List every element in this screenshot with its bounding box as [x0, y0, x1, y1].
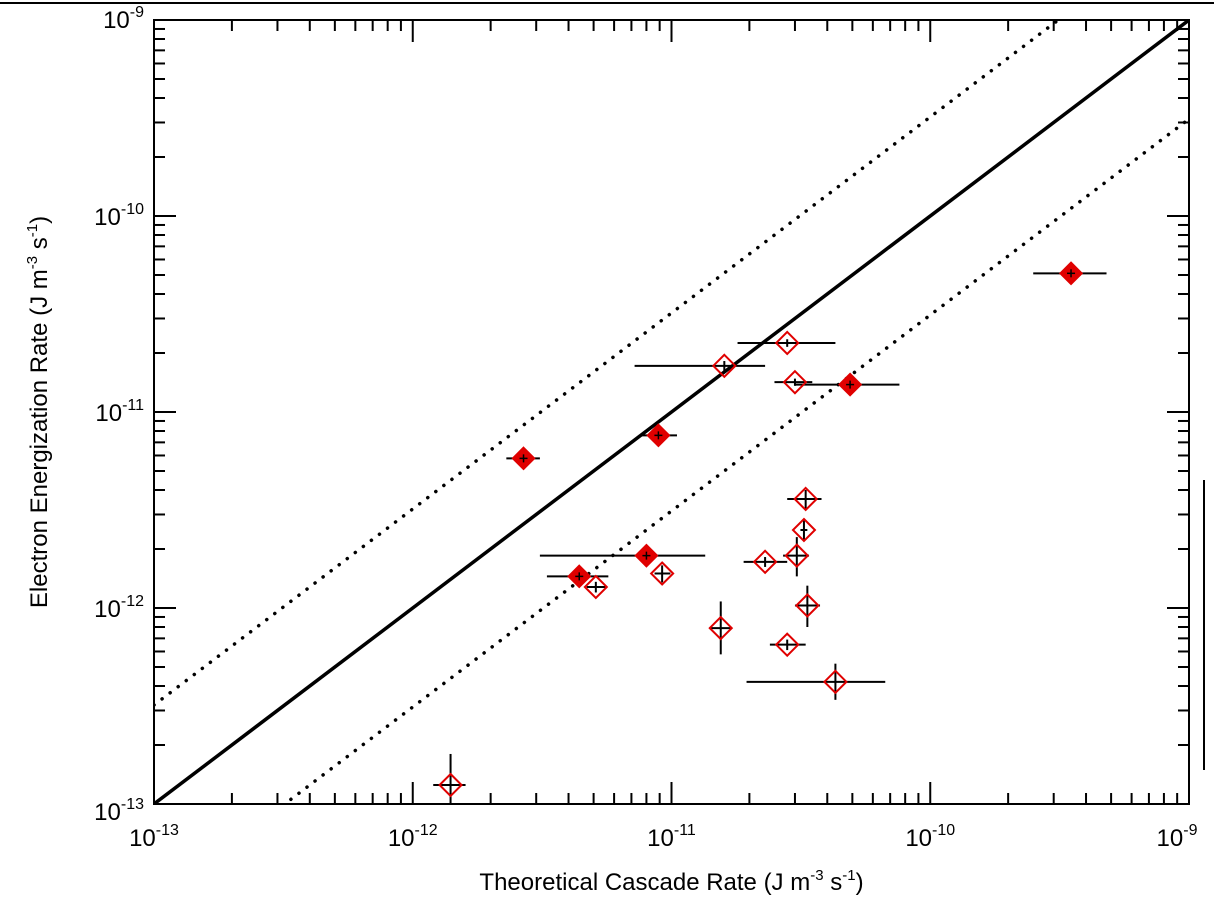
y-tick-label: 10-10	[94, 201, 144, 231]
dotted-reference-line	[281, 117, 1189, 804]
error-bars	[433, 270, 1107, 804]
x-tick-label: 10-12	[388, 822, 438, 852]
open-diamond-marker	[752, 549, 778, 575]
y-tick-label: 10-11	[95, 397, 144, 427]
open-diamond-marker	[793, 486, 819, 512]
x-axis-title: Theoretical Cascade Rate (J m-3 s-1)	[479, 867, 863, 896]
open-diamond-marker	[583, 574, 609, 600]
open-diamond-marker	[774, 330, 800, 356]
one-to-one-line	[154, 20, 1189, 804]
open-diamond-marker	[708, 615, 734, 641]
x-tick-label: 10-11	[647, 822, 696, 852]
open-diamond-marker	[782, 369, 808, 395]
right-edge-fragment	[1203, 480, 1214, 770]
open-diamond-marker	[794, 593, 820, 618]
tick-labels: 10-13 10-12 10-11 10-10 10-9 10-13 10-12 10-11 1…	[94, 4, 1197, 852]
open-diamond-marker	[822, 669, 848, 695]
open-diamond-marker	[649, 561, 675, 586]
y-tick-label: 10-9	[103, 4, 144, 34]
open-diamond-marker	[791, 517, 817, 543]
y-tick-label: 10-13	[94, 796, 144, 826]
open-diamond-marker	[711, 353, 737, 379]
reference-lines	[154, 20, 1189, 804]
x-tick-label: 10-10	[905, 822, 955, 852]
data-points	[438, 261, 1084, 798]
dotted-reference-line	[154, 20, 1062, 707]
plot-frame	[153, 19, 1190, 805]
x-tick-label: 10-13	[129, 822, 179, 852]
open-diamond-marker	[784, 543, 810, 569]
y-tick-label: 10-12	[94, 593, 144, 623]
open-diamond-marker	[774, 632, 800, 658]
x-tick-label: 10-9	[1157, 822, 1198, 852]
top-border-rule	[0, 0, 1214, 4]
open-diamond-marker	[438, 772, 463, 798]
y-axis-title: Electron Energization Rate (J m-3 s-1)	[24, 216, 53, 608]
